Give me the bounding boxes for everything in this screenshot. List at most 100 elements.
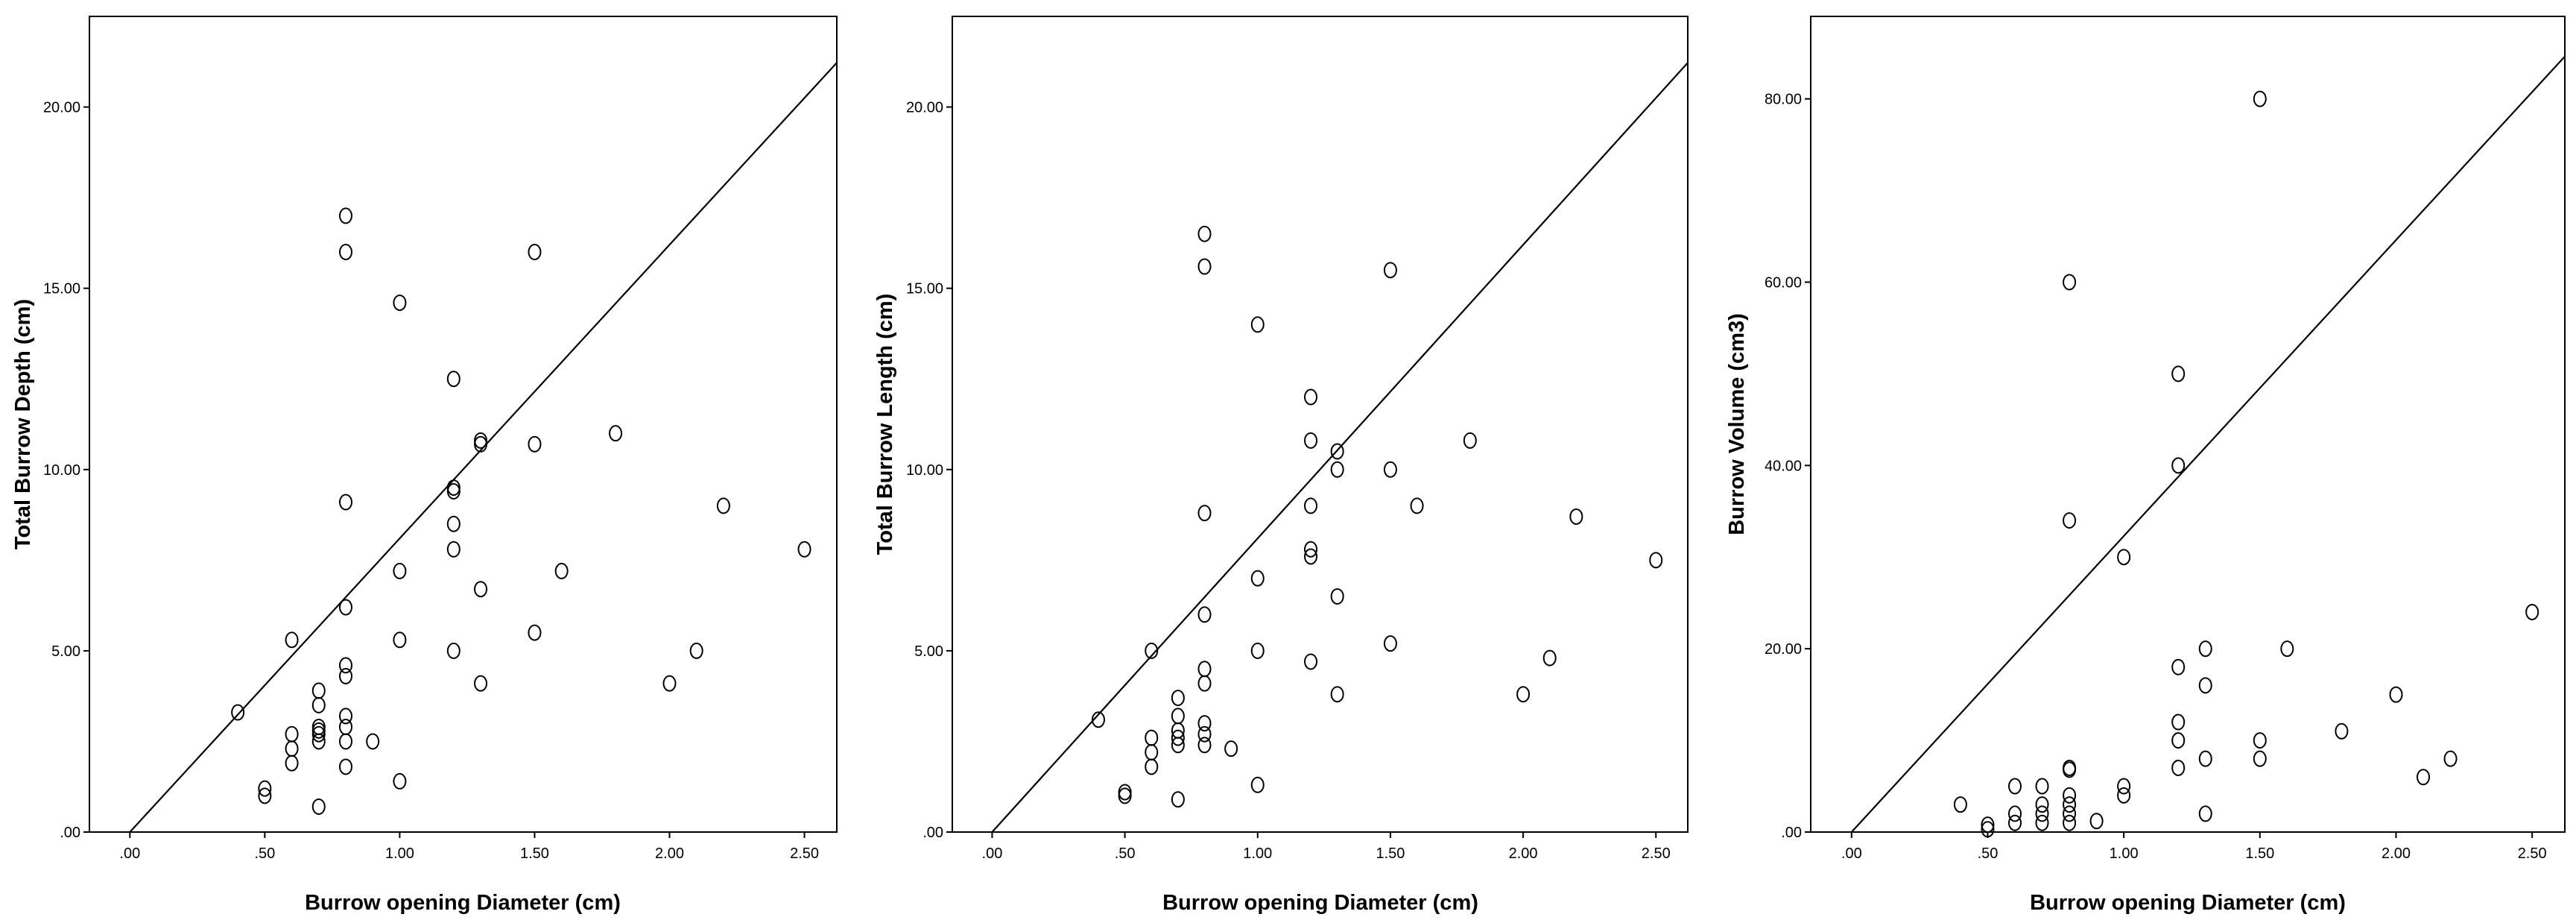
y-tick-label: 15.00 xyxy=(43,281,80,297)
data-point xyxy=(2063,512,2077,529)
volume-scatter-panel: .00 20.00 40.00 60.00 80.00 .00 .50 1.00 1.50 2.0… xyxy=(1725,16,2566,915)
data-point xyxy=(528,624,542,641)
y-tick-label: .00 xyxy=(923,825,943,841)
y-tick-label: 80.00 xyxy=(1765,92,1802,108)
plot-marks: .00 5.00 10.00 15.00 20.00 .00 .50 1.00 1.50 2.00… xyxy=(906,62,1689,862)
data-point xyxy=(446,515,461,532)
data-point xyxy=(1410,497,1424,514)
data-point xyxy=(1197,225,1212,242)
data-point xyxy=(1171,737,1185,754)
data-point xyxy=(2063,274,2077,291)
x-tick-label: 2.00 xyxy=(1509,845,1538,862)
data-point xyxy=(1197,606,1212,623)
data-point xyxy=(446,371,461,388)
x-tick-label: 1.00 xyxy=(2110,845,2139,862)
data-point xyxy=(2198,805,2212,822)
x-tick-label: .00 xyxy=(119,845,140,862)
data-point xyxy=(1330,443,1344,460)
data-point xyxy=(285,725,299,743)
data-point xyxy=(2335,722,2349,740)
data-point xyxy=(2008,778,2022,795)
y-tick-label: 40.00 xyxy=(1765,458,1802,474)
x-tick-label: .00 xyxy=(982,845,1003,862)
data-point xyxy=(2171,365,2186,382)
data-point xyxy=(1250,776,1265,793)
x-tick-label: .50 xyxy=(1978,845,1999,862)
data-point xyxy=(474,435,488,453)
x-axis-title: Burrow opening Diameter (cm) xyxy=(1162,891,1478,915)
data-point xyxy=(1516,686,1531,703)
data-point xyxy=(1250,316,1265,333)
y-tick-label: 15.00 xyxy=(906,281,943,297)
data-point xyxy=(446,642,461,659)
data-point xyxy=(689,642,703,659)
data-point xyxy=(285,740,299,757)
y-tick-label: 10.00 xyxy=(43,462,80,479)
data-point xyxy=(1304,548,1318,565)
data-point xyxy=(1197,715,1212,732)
data-point xyxy=(258,780,272,797)
plot-frame xyxy=(89,16,838,833)
data-point xyxy=(1145,758,1159,775)
data-point xyxy=(474,675,488,692)
data-point xyxy=(2008,814,2022,831)
data-point xyxy=(2198,750,2212,767)
data-point xyxy=(1171,791,1185,808)
data-point xyxy=(1304,388,1318,406)
plot-frame xyxy=(952,16,1689,833)
y-tick-label: 10.00 xyxy=(906,462,943,479)
length-scatter-panel: .00 5.00 10.00 15.00 20.00 .00 .50 1.00 1.50 2.00… xyxy=(873,16,1689,915)
y-axis-title: Total Burrow Depth (cm) xyxy=(11,299,35,549)
data-point xyxy=(716,497,730,514)
data-point xyxy=(258,787,272,804)
x-tick-label: 1.00 xyxy=(1243,845,1272,862)
plot-marks: .00 20.00 40.00 60.00 80.00 .00 .50 1.00 1.50 2.0… xyxy=(1765,56,2566,862)
data-point xyxy=(1197,258,1212,275)
y-tick-label: .00 xyxy=(1781,825,1802,841)
data-point xyxy=(311,733,326,750)
data-point xyxy=(797,541,811,558)
data-point xyxy=(2171,713,2186,731)
data-point xyxy=(338,708,352,725)
data-point xyxy=(2117,787,2131,804)
y-tick-label: .00 xyxy=(60,825,80,841)
data-point xyxy=(231,704,245,721)
x-axis-title: Burrow opening Diameter (cm) xyxy=(305,891,621,915)
data-point xyxy=(1981,821,1995,838)
data-point xyxy=(2089,813,2104,830)
data-point xyxy=(1145,744,1159,761)
data-point xyxy=(446,541,461,558)
data-point xyxy=(1649,552,1663,569)
data-point xyxy=(338,718,352,735)
data-point xyxy=(2171,658,2186,675)
data-point xyxy=(1118,784,1132,801)
data-point xyxy=(2117,549,2131,566)
data-point xyxy=(1953,796,1967,813)
y-tick-label: 20.00 xyxy=(1765,641,1802,658)
data-point xyxy=(1383,262,1397,279)
data-point xyxy=(1171,729,1185,746)
data-point xyxy=(1330,686,1344,703)
data-point xyxy=(1304,541,1318,558)
data-point xyxy=(2035,805,2049,822)
data-point xyxy=(2198,640,2212,658)
x-tick-label: 1.00 xyxy=(385,845,414,862)
data-point xyxy=(1463,432,1477,449)
data-point xyxy=(393,562,407,579)
x-tick-label: .50 xyxy=(1115,845,1136,862)
x-tick-label: 2.00 xyxy=(2382,845,2411,862)
data-point xyxy=(2035,796,2049,813)
data-point xyxy=(1197,505,1212,522)
data-point xyxy=(2171,457,2186,474)
data-point xyxy=(338,758,352,775)
data-point xyxy=(2063,805,2077,822)
data-point xyxy=(474,432,488,449)
data-point xyxy=(446,479,461,497)
depth-scatter-panel: .00 5.00 10.00 15.00 20.00 .00 .50 1.00 1.50 2.00… xyxy=(11,16,838,915)
y-tick-label: 20.00 xyxy=(43,100,80,116)
x-tick-label: 2.50 xyxy=(790,845,819,862)
data-point xyxy=(1197,737,1212,754)
x-tick-label: 1.50 xyxy=(2245,845,2274,862)
data-point xyxy=(1304,653,1318,670)
data-point xyxy=(338,657,352,674)
